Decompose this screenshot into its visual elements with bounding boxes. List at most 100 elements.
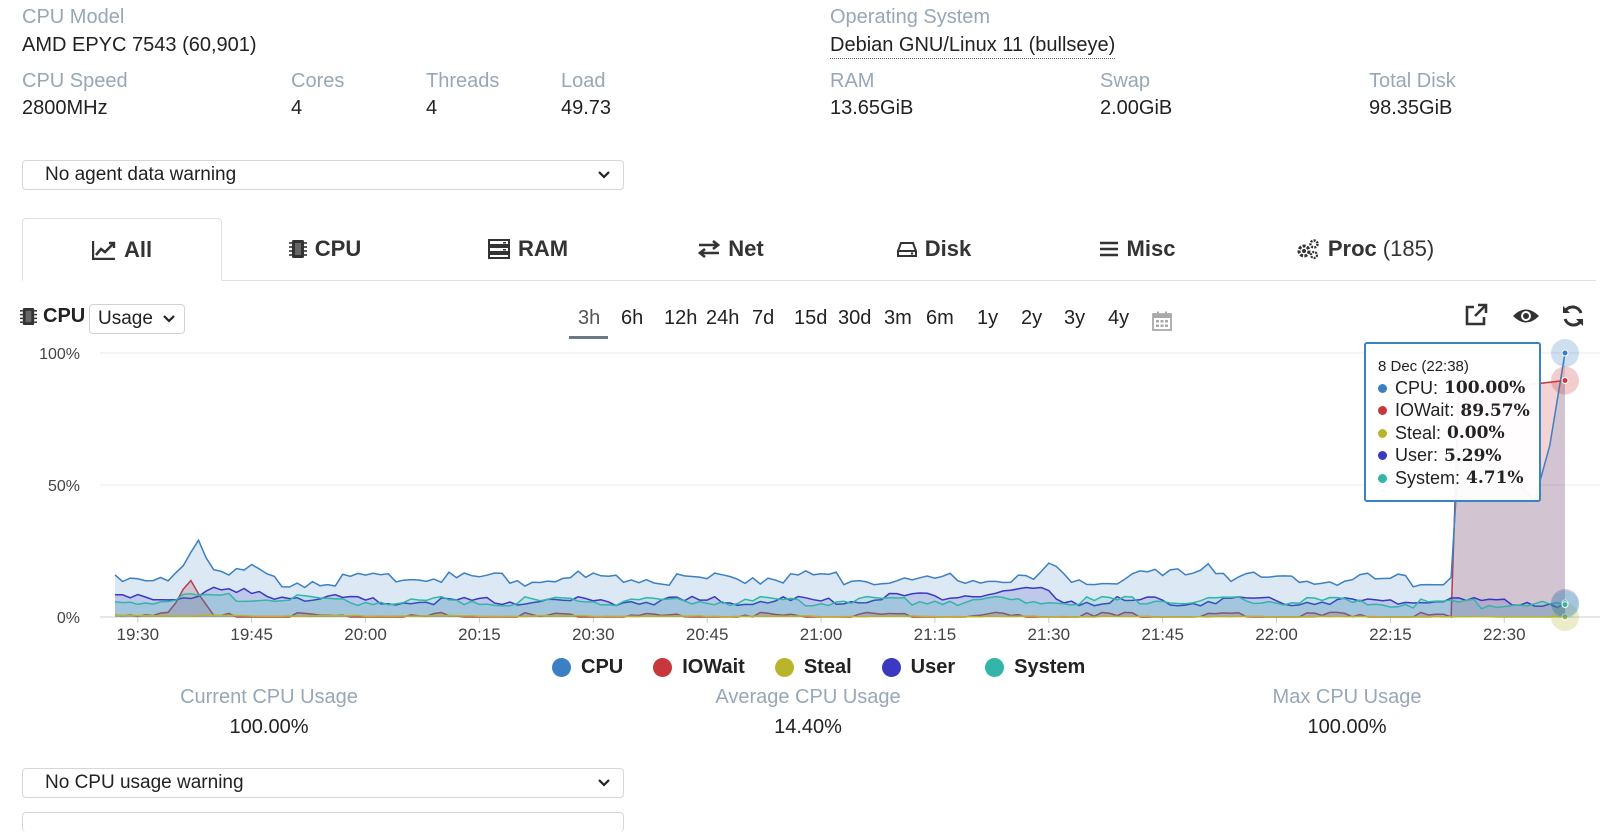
legend-item-iowait[interactable]: IOWait — [653, 656, 745, 679]
tooltip-series-value: 0.00% — [1447, 423, 1505, 444]
average-cpu-usage: Average CPU Usage 14.40% — [658, 686, 958, 739]
average-cpu-usage-value: 14.40% — [774, 716, 842, 738]
legend-label: CPU — [581, 656, 624, 678]
series-line-system — [114, 592, 1566, 610]
range-2y[interactable]: 2y — [1021, 307, 1043, 329]
chevron-down-icon — [598, 779, 610, 787]
range-7d[interactable]: 7d — [752, 307, 775, 329]
tab-cpu-label: CPU — [314, 236, 362, 261]
legend-dot — [985, 658, 1005, 677]
external-link-icon[interactable] — [1464, 303, 1488, 327]
x-tick-label: 21:00 — [800, 625, 843, 644]
legend-item-steal[interactable]: Steal — [774, 656, 852, 679]
legend-label: Steal — [803, 656, 852, 678]
x-tick-label: 20:00 — [344, 625, 387, 644]
panel-title: CPU — [20, 305, 85, 328]
cpu-usage-chart[interactable]: 0% 50% 100% 19:30 19:45 20:00 20:15 20:30 20:45 2… — [0, 335, 1618, 665]
ram-value: 13.65GiB — [830, 97, 914, 119]
series-area-system — [115, 593, 1565, 617]
tab-ram[interactable]: RAM — [428, 218, 628, 280]
tab-bar: All CPU RAM Net Disk Misc Proc (185) — [22, 218, 1596, 281]
y-tick-label: 0% — [57, 610, 80, 627]
range-6h[interactable]: 6h — [621, 307, 644, 329]
chip-icon — [20, 308, 37, 325]
series-dot — [1378, 406, 1387, 416]
tooltip-row: IOWait:89.57% — [1378, 400, 1539, 423]
threads-label: Threads — [426, 70, 500, 92]
range-15d[interactable]: 15d — [794, 307, 828, 329]
x-tick-label: 21:30 — [1027, 625, 1070, 644]
series-line-user — [115, 586, 1566, 609]
legend-label: IOWait — [682, 656, 745, 678]
tooltip-colon: : — [1433, 377, 1439, 398]
threads-value: 4 — [426, 97, 438, 119]
os-value[interactable]: Debian GNU/Linux 11 (bullseye) — [830, 34, 1116, 59]
tab-net[interactable]: Net — [631, 218, 831, 280]
cores-value: 4 — [291, 97, 303, 119]
legend-dot — [552, 658, 571, 677]
range-12h[interactable]: 12h — [664, 307, 698, 329]
max-cpu-usage-label: Max CPU Usage — [1272, 686, 1422, 708]
chevron-down-icon — [163, 315, 175, 323]
cpu-model-value: AMD EPYC 7543 (60,901) — [22, 34, 257, 56]
tooltip-series-value: 100.00% — [1444, 378, 1526, 399]
tab-proc[interactable]: Proc (185) — [1240, 218, 1490, 280]
legend-item-system[interactable]: System — [985, 656, 1085, 679]
tooltip-series-value: 4.71% — [1466, 468, 1524, 489]
x-tick-label: 22:30 — [1483, 625, 1526, 644]
legend-item-cpu[interactable]: CPU — [552, 656, 623, 679]
load-label: Load — [561, 70, 606, 92]
tooltip-series-value: 5.29% — [1444, 445, 1502, 466]
tooltip-series-name: IOWait — [1395, 400, 1450, 421]
total-disk-value: 98.35GiB — [1369, 97, 1453, 119]
x-tick-label: 20:15 — [458, 625, 501, 644]
legend-label: System — [1014, 656, 1086, 678]
cpu-mode-select[interactable]: Usage — [89, 304, 185, 334]
load-value: 49.73 — [561, 97, 612, 119]
panel-title-text: CPU — [43, 305, 86, 327]
series-area-user — [115, 587, 1565, 617]
bars-icon — [1099, 241, 1118, 257]
series-dot — [1378, 383, 1387, 393]
range-1y[interactable]: 1y — [977, 307, 999, 329]
tab-proc-label: Proc — [1327, 236, 1377, 261]
tab-cpu[interactable]: CPU — [225, 218, 425, 280]
range-6m[interactable]: 6m — [926, 307, 954, 329]
agent-warning-select[interactable]: No agent data warning — [22, 160, 624, 190]
legend-item-user[interactable]: User — [881, 656, 955, 679]
range-24h[interactable]: 24h — [706, 307, 740, 329]
swap-label: Swap — [1100, 70, 1151, 92]
x-tick-label: 22:15 — [1369, 625, 1412, 644]
current-cpu-usage-value: 100.00% — [229, 716, 309, 738]
tab-disk[interactable]: Disk — [834, 218, 1034, 280]
calendar-icon[interactable] — [1152, 311, 1172, 331]
range-30d[interactable]: 30d — [838, 307, 872, 329]
tab-all[interactable]: All — [22, 218, 222, 281]
tooltip-series-name: System — [1395, 467, 1456, 488]
legend-dot — [774, 658, 794, 677]
range-3h[interactable]: 3h — [578, 307, 601, 329]
tooltip-colon: : — [1449, 400, 1455, 421]
max-cpu-usage: Max CPU Usage 100.00% — [1197, 686, 1497, 739]
swap-value: 2.00GiB — [1100, 97, 1173, 119]
agent-warning-select-value: No agent data warning — [45, 164, 237, 185]
tooltip-series-name: CPU — [1395, 377, 1434, 398]
eye-icon[interactable] — [1512, 307, 1540, 325]
cpu-mode-select-value: Usage — [98, 308, 153, 329]
total-disk-label: Total Disk — [1369, 70, 1456, 92]
range-4y[interactable]: 4y — [1108, 307, 1130, 329]
next-warning-select[interactable] — [22, 812, 624, 832]
chip-icon — [288, 240, 307, 258]
tab-misc[interactable]: Misc — [1037, 218, 1237, 280]
x-tick-label: 20:30 — [572, 625, 615, 644]
hdd-icon — [896, 242, 917, 257]
refresh-icon[interactable] — [1561, 304, 1585, 328]
cpu-model-label: CPU Model — [22, 6, 125, 28]
cpu-warning-select[interactable]: No CPU usage warning — [22, 768, 624, 798]
range-3m[interactable]: 3m — [884, 307, 912, 329]
os-label: Operating System — [830, 6, 991, 28]
line-chart-icon — [91, 240, 116, 260]
range-3y[interactable]: 3y — [1064, 307, 1086, 329]
tooltip-row: User:5.29% — [1378, 445, 1539, 468]
tooltip-colon: : — [1455, 467, 1461, 488]
